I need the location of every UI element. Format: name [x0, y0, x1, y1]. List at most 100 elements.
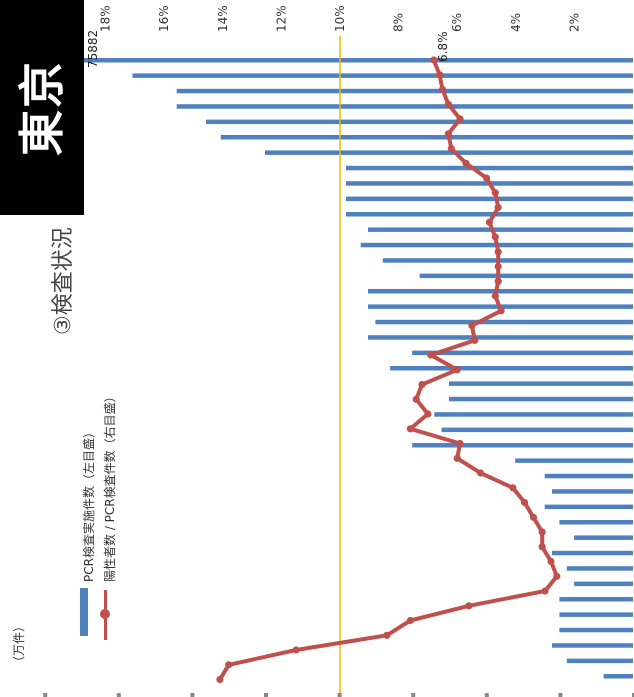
left-axis-tick	[190, 693, 195, 697]
bar	[382, 258, 633, 263]
left-axis-tick	[43, 693, 48, 697]
bar	[265, 150, 633, 155]
line-point	[383, 631, 391, 639]
left-axis-tick	[411, 693, 416, 697]
bar	[552, 643, 633, 648]
right-axis-tick-label: 14%	[216, 5, 230, 32]
right-axis-tick-label: 4%	[509, 13, 523, 32]
line-point	[447, 144, 455, 153]
bar	[515, 458, 633, 463]
right-axis-tick-label: 12%	[274, 5, 288, 32]
bar	[574, 581, 633, 587]
right-axis-tick-label: 16%	[157, 5, 171, 32]
line-point	[471, 336, 479, 344]
bar	[559, 612, 633, 617]
bar	[574, 535, 633, 540]
line-point	[491, 233, 499, 241]
right-axis-tick-label: 6%	[450, 13, 464, 32]
left-axis-tick	[116, 693, 121, 697]
line-point	[456, 115, 464, 123]
line-point	[424, 410, 432, 418]
bar	[552, 550, 633, 556]
unit-label: （万件）	[12, 619, 26, 668]
bar	[390, 366, 633, 371]
line-point	[406, 616, 414, 625]
line-point	[465, 602, 473, 610]
line-point	[509, 484, 517, 492]
legend-bar-label: PCR検査実施件数（左目盛）	[82, 426, 96, 582]
legend-line-dot	[100, 609, 110, 619]
legend-bar-swatch	[80, 588, 88, 636]
line-point	[491, 189, 499, 197]
left-axis-tick	[337, 693, 342, 697]
right-axis-tick-label: 8%	[392, 13, 406, 32]
bar	[419, 273, 633, 279]
bar	[566, 566, 633, 571]
line-point	[427, 351, 435, 359]
bar	[220, 135, 634, 140]
bar	[603, 674, 633, 679]
line-point	[225, 661, 233, 669]
bar	[559, 627, 633, 633]
line-point	[494, 262, 502, 271]
line-point	[456, 439, 464, 448]
line-point	[412, 395, 420, 403]
line-point	[485, 218, 493, 226]
first-bar-label: 75882	[86, 30, 100, 68]
line-point	[436, 71, 444, 79]
line-point	[538, 528, 546, 536]
line-point	[292, 646, 300, 654]
bar	[434, 412, 633, 417]
line-point	[494, 248, 502, 256]
left-axis-tick	[264, 693, 268, 697]
line-point	[462, 159, 470, 167]
line-point	[541, 587, 549, 595]
right-axis-tick-label: 10%	[333, 5, 347, 32]
line-point	[482, 174, 491, 182]
line-point	[494, 277, 502, 285]
bar	[441, 427, 633, 433]
line-point	[491, 292, 499, 300]
line-point	[494, 203, 502, 212]
line-point	[418, 380, 426, 389]
line-point	[406, 425, 414, 433]
bar	[449, 381, 633, 386]
bar	[544, 504, 633, 510]
line-point	[553, 572, 561, 580]
first-rate-label: 6.8%	[436, 32, 450, 63]
chart-title: 東京	[15, 59, 69, 156]
bar	[132, 73, 633, 78]
line-point	[444, 100, 452, 108]
bar	[346, 212, 633, 217]
bar	[412, 443, 633, 448]
bar	[559, 597, 633, 602]
right-axis-tick-label: 18%	[99, 5, 113, 32]
left-axis-tick	[558, 693, 563, 697]
line-point	[538, 543, 546, 551]
line-point	[547, 557, 555, 566]
left-axis-tick	[632, 693, 634, 697]
line-point	[521, 498, 529, 507]
chart-subtitle: ③検査状況	[51, 227, 76, 335]
bar	[368, 227, 633, 232]
bar	[346, 196, 633, 202]
line-point	[497, 307, 505, 315]
bar	[73, 58, 634, 63]
bar	[346, 165, 633, 171]
legend-line-label: 陽性者数 / PCR検査件数（右目盛）	[103, 390, 117, 582]
line-point	[529, 513, 538, 521]
line-point	[430, 56, 438, 64]
bar	[559, 520, 633, 525]
bar	[368, 289, 633, 294]
title-box: 東京	[0, 0, 84, 215]
line-point	[216, 675, 224, 684]
bar	[206, 119, 633, 125]
bar	[544, 473, 633, 479]
right-axis-tick-label: 2%	[567, 13, 581, 32]
line-point	[453, 454, 461, 462]
bar	[412, 350, 633, 356]
bar	[449, 396, 633, 402]
left-axis-tick	[484, 693, 489, 697]
line-point	[444, 130, 452, 138]
